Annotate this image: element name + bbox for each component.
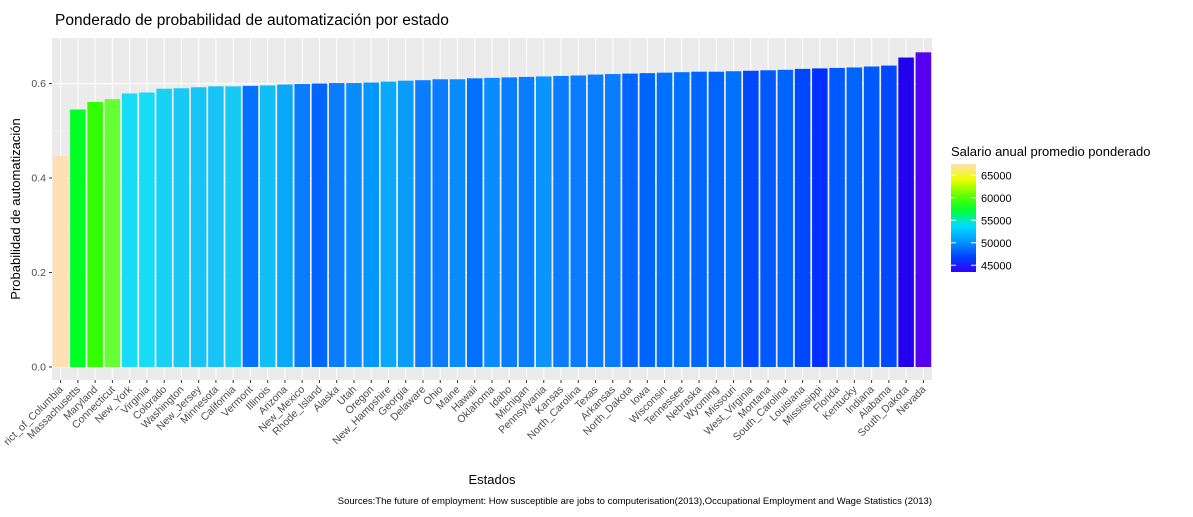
bar-oklahoma xyxy=(484,77,500,367)
bar-idaho xyxy=(501,77,518,368)
y-axis-title: Probabilidad de automatización xyxy=(8,118,23,299)
bars xyxy=(52,52,932,368)
bar-new-york xyxy=(121,93,138,367)
x-axis: rict_of_ColumbiaMassachusettsMarylandCon… xyxy=(2,380,929,448)
bar-indiana xyxy=(863,66,880,367)
bar-massachusetts xyxy=(70,109,86,367)
bar-nebraska xyxy=(691,71,707,367)
legend-colorbar xyxy=(951,164,976,272)
bar-michigan xyxy=(518,76,535,367)
bar-kentucky xyxy=(846,67,863,367)
bar-new-mexico xyxy=(294,83,310,367)
legend: Salario anual promedio ponderado 65000 60… xyxy=(951,144,1150,272)
legend-title: Salario anual promedio ponderado xyxy=(951,144,1150,159)
bar-washington xyxy=(173,88,190,368)
bar-oregon xyxy=(363,82,379,367)
caption: Sources:The future of employment: How su… xyxy=(338,496,932,507)
bar-north-dakota xyxy=(622,73,638,367)
legend-label: 65000 xyxy=(981,170,1012,182)
bar-colorado xyxy=(156,88,172,367)
x-axis-title: Estados xyxy=(469,472,516,487)
bar-kansas xyxy=(553,75,569,368)
legend-label: 45000 xyxy=(981,260,1012,272)
bar-iowa xyxy=(639,73,656,367)
bar-south-carolina xyxy=(777,69,794,368)
bar-utah xyxy=(346,83,362,367)
bar-alabama xyxy=(881,65,897,367)
bar-west-virginia xyxy=(743,70,759,367)
bar-delaware xyxy=(415,80,431,368)
chart-title: Ponderado de probabilidad de automatizac… xyxy=(55,12,449,29)
bar-hawaii xyxy=(466,78,483,367)
bar-arkansas xyxy=(605,74,621,368)
y-axis: 0.0 0.2 0.4 0.6 xyxy=(31,78,52,374)
bar-texas xyxy=(587,74,604,368)
bar-rhode-island xyxy=(311,83,328,368)
bar-florida xyxy=(829,67,845,368)
legend-label: 60000 xyxy=(981,193,1012,205)
legend-label: 55000 xyxy=(981,215,1012,227)
bar-illinois xyxy=(259,85,276,367)
legend-ticks: 65000 60000 55000 50000 45000 xyxy=(951,170,1012,272)
bar-minnesota xyxy=(208,86,224,368)
bar-maine xyxy=(449,79,466,367)
bar-north-carolina xyxy=(570,75,587,367)
bar-virginia xyxy=(139,92,155,368)
bar-nevada xyxy=(915,52,932,367)
bar-vermont xyxy=(242,85,259,367)
bar-georgia xyxy=(397,80,414,368)
bar-new-hampshire xyxy=(380,81,397,367)
bar-california xyxy=(225,86,241,368)
legend-label: 50000 xyxy=(981,238,1012,250)
bar-wyoming xyxy=(708,71,725,367)
bar-montana xyxy=(760,70,776,367)
bar-south-dakota xyxy=(898,57,914,368)
bar-mississippi xyxy=(812,68,828,368)
y-tick-label: 0.2 xyxy=(31,267,46,279)
bar-tennessee xyxy=(674,72,690,367)
bar-missouri xyxy=(725,71,742,368)
bar-pennsylvania xyxy=(536,76,552,367)
y-tick-label: 0.0 xyxy=(31,362,46,374)
bar-connecticut xyxy=(104,99,121,368)
bar-arizona xyxy=(277,84,293,367)
bar-louisiana xyxy=(794,68,811,367)
y-tick-label: 0.4 xyxy=(31,173,46,185)
y-tick-label: 0.6 xyxy=(31,78,46,90)
bar-ohio xyxy=(432,79,448,367)
bar-new-jersey xyxy=(190,87,207,367)
bar-wisconsin xyxy=(656,72,673,367)
bar-alaska xyxy=(328,83,345,367)
bar-maryland xyxy=(87,101,103,368)
bar-district-of-columbia xyxy=(52,155,69,367)
